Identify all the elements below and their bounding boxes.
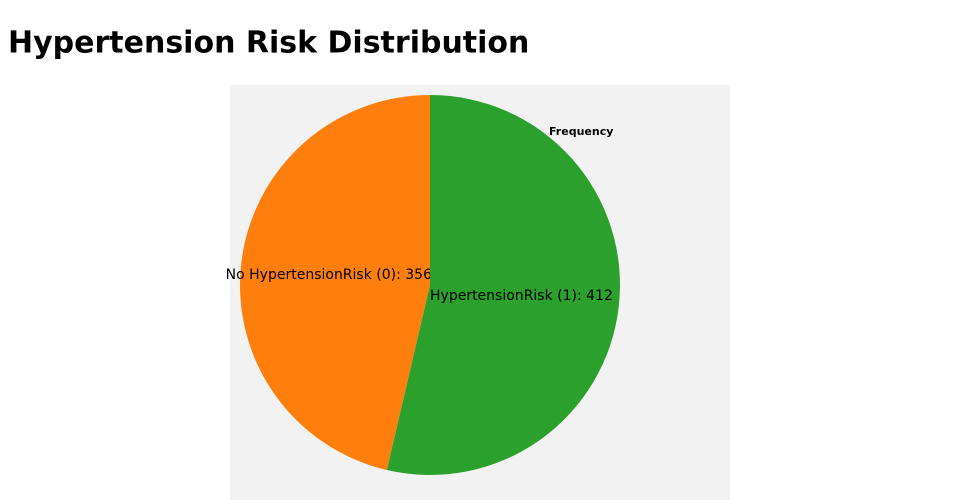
- chart-title: Hypertension Risk Distribution: [8, 26, 529, 61]
- legend-title: Frequency: [549, 125, 613, 138]
- slice-label: No HypertensionRisk (0): 356: [226, 267, 432, 283]
- pie-slice: [386, 95, 621, 475]
- pie-slice: [240, 95, 430, 471]
- slice-label: HypertensionRisk (1): 412: [430, 288, 613, 304]
